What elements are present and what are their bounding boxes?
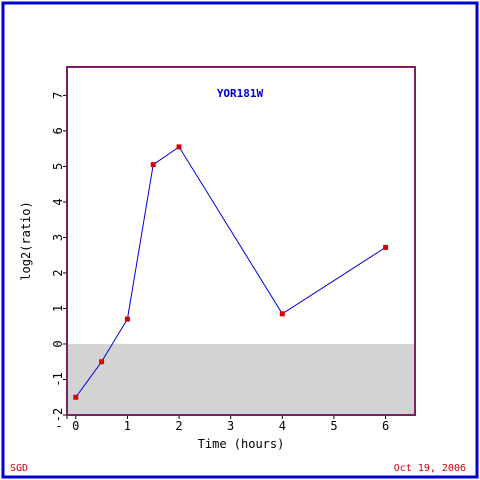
point-marker bbox=[176, 144, 182, 150]
point-marker bbox=[99, 359, 105, 365]
y-tick-label: 5 bbox=[51, 163, 65, 170]
y-tick-label: 6 bbox=[51, 127, 65, 134]
y-tick-label: -2 bbox=[51, 408, 65, 422]
x-tick-label: 5 bbox=[330, 419, 337, 433]
x-axis-label: Time (hours) bbox=[198, 437, 285, 451]
y-tick-label: 7 bbox=[51, 92, 65, 99]
y-tick-label: 0 bbox=[51, 340, 65, 347]
x-tick-label: 2 bbox=[175, 419, 182, 433]
x-tick-label: 0 bbox=[72, 419, 79, 433]
point-marker bbox=[383, 244, 389, 250]
negative-region bbox=[67, 343, 415, 415]
x-tick-label: - bbox=[55, 419, 62, 433]
y-tick-label: 2 bbox=[51, 269, 65, 276]
y-axis-label: log2(ratio) bbox=[19, 201, 33, 280]
chart-title: YOR181W bbox=[217, 87, 264, 100]
x-tick-label: 4 bbox=[279, 419, 286, 433]
y-tick-label: 3 bbox=[51, 234, 65, 241]
y-tick-label: 1 bbox=[51, 305, 65, 312]
y-tick-label: -1 bbox=[51, 372, 65, 386]
y-tick-label: 4 bbox=[51, 198, 65, 205]
point-marker bbox=[279, 311, 285, 317]
x-tick-label: 6 bbox=[382, 419, 389, 433]
x-tick-label: 1 bbox=[124, 419, 131, 433]
plot-border bbox=[66, 66, 416, 416]
point-marker bbox=[73, 394, 79, 400]
footer-right: Oct 19, 2006 bbox=[394, 463, 466, 474]
footer-left: SGD bbox=[10, 463, 28, 474]
point-marker bbox=[150, 162, 156, 168]
x-tick-label: 3 bbox=[227, 419, 234, 433]
point-marker bbox=[124, 316, 130, 322]
